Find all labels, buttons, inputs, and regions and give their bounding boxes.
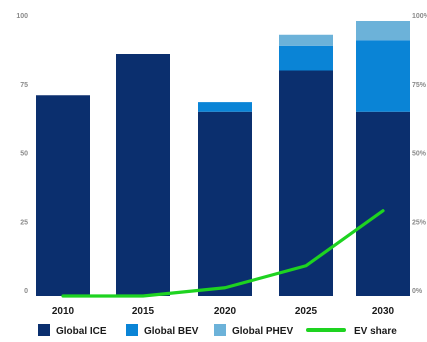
bar-global-bev-2030 — [356, 40, 410, 112]
left-axis-tick-label: 100 — [16, 13, 28, 20]
left-axis-tick-label: 25 — [20, 219, 28, 226]
bar-global-ice-2025 — [279, 70, 333, 296]
left-axis-tick-label: 75 — [20, 82, 28, 89]
bar-global-ice-2030 — [356, 111, 410, 296]
left-axis-tick-label: 50 — [20, 151, 28, 158]
legend-global-bev-swatch — [126, 324, 138, 336]
legend-global-phev-swatch — [214, 324, 226, 336]
legend-ev-share-label: EV share — [354, 326, 397, 337]
bar-global-bev-2025 — [279, 45, 333, 71]
legend-global-ice-swatch — [38, 324, 50, 336]
bar-global-phev-2030 — [356, 21, 410, 41]
x-axis-tick-label: 2015 — [132, 306, 155, 317]
bar-global-ice-2015 — [116, 54, 170, 296]
x-axis-tick-label: 2030 — [372, 306, 395, 317]
ev-share-line — [61, 209, 385, 298]
right-axis-tick-label: 25% — [412, 219, 427, 226]
bar-global-ice-2020 — [198, 111, 252, 296]
bar-global-bev-2020 — [198, 102, 252, 112]
x-axis-tick-label: 2020 — [214, 306, 237, 317]
right-axis-tick-label: 75% — [412, 82, 427, 89]
legend-global-phev-label: Global PHEV — [232, 326, 293, 337]
right-axis-tick-label: 50% — [412, 151, 427, 158]
bar-global-phev-2025 — [279, 34, 333, 46]
right-axis-tick-label: 100% — [412, 13, 427, 20]
x-axis-tick-label: 2010 — [52, 306, 75, 317]
right-axis-tick-label: 0% — [412, 288, 423, 295]
legend-global-bev-label: Global BEV — [144, 326, 199, 337]
legend-global-ice-label: Global ICE — [56, 326, 107, 337]
left-axis-tick-label: 0 — [24, 288, 28, 295]
x-axis-tick-label: 2025 — [295, 306, 318, 317]
bar-global-ice-2010 — [36, 95, 90, 296]
